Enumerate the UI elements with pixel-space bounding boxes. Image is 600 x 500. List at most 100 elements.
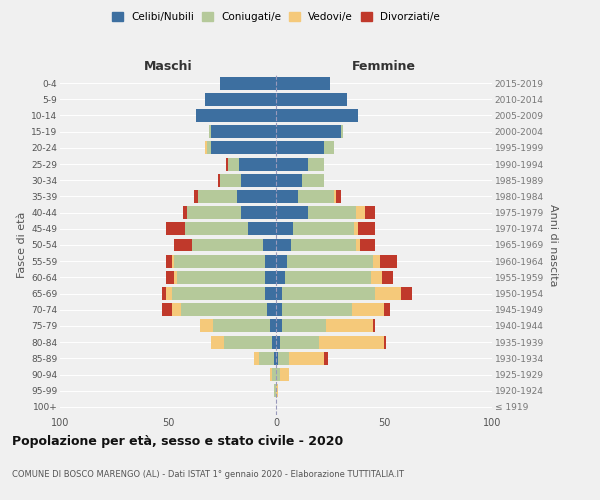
Bar: [384, 304, 391, 316]
Bar: [259, 352, 274, 365]
Bar: [276, 336, 280, 348]
Bar: [241, 206, 276, 219]
Text: Popolazione per età, sesso e stato civile - 2020: Popolazione per età, sesso e stato civil…: [12, 435, 343, 448]
Bar: [280, 336, 319, 348]
Bar: [183, 206, 187, 219]
Bar: [319, 336, 384, 348]
Bar: [200, 320, 214, 332]
Bar: [175, 254, 265, 268]
Bar: [334, 190, 337, 203]
Bar: [226, 158, 229, 170]
Bar: [272, 336, 276, 348]
Bar: [166, 222, 185, 235]
Bar: [365, 206, 376, 219]
Bar: [283, 287, 376, 300]
Bar: [373, 254, 380, 268]
Bar: [265, 254, 276, 268]
Bar: [382, 271, 392, 284]
Bar: [192, 238, 263, 252]
Bar: [337, 190, 341, 203]
Bar: [207, 142, 211, 154]
Bar: [356, 238, 360, 252]
Bar: [237, 190, 276, 203]
Bar: [276, 222, 293, 235]
Bar: [269, 320, 276, 332]
Bar: [269, 368, 272, 381]
Bar: [211, 125, 276, 138]
Bar: [280, 368, 289, 381]
Bar: [224, 336, 272, 348]
Bar: [166, 271, 175, 284]
Bar: [276, 109, 358, 122]
Bar: [283, 304, 352, 316]
Bar: [276, 254, 287, 268]
Bar: [276, 206, 308, 219]
Bar: [166, 254, 172, 268]
Bar: [401, 287, 412, 300]
Bar: [196, 109, 276, 122]
Y-axis label: Fasce di età: Fasce di età: [17, 212, 27, 278]
Bar: [376, 287, 401, 300]
Bar: [265, 271, 276, 284]
Bar: [278, 352, 289, 365]
Bar: [302, 174, 323, 186]
Bar: [384, 336, 386, 348]
Bar: [323, 352, 328, 365]
Bar: [220, 174, 241, 186]
Bar: [272, 368, 276, 381]
Bar: [287, 254, 373, 268]
Bar: [198, 190, 237, 203]
Bar: [187, 206, 241, 219]
Bar: [263, 238, 276, 252]
Bar: [276, 142, 323, 154]
Y-axis label: Anni di nascita: Anni di nascita: [548, 204, 558, 286]
Bar: [274, 384, 276, 397]
Bar: [276, 320, 283, 332]
Bar: [276, 76, 330, 90]
Text: COMUNE DI BOSCO MARENGO (AL) - Dati ISTAT 1° gennaio 2020 - Elaborazione TUTTITA: COMUNE DI BOSCO MARENGO (AL) - Dati ISTA…: [12, 470, 404, 479]
Bar: [341, 125, 343, 138]
Bar: [298, 190, 334, 203]
Bar: [276, 190, 298, 203]
Bar: [352, 304, 384, 316]
Bar: [360, 238, 376, 252]
Bar: [289, 352, 323, 365]
Bar: [254, 352, 259, 365]
Bar: [214, 320, 269, 332]
Bar: [205, 142, 207, 154]
Bar: [276, 368, 280, 381]
Bar: [276, 174, 302, 186]
Bar: [323, 142, 334, 154]
Bar: [284, 271, 371, 284]
Bar: [358, 222, 376, 235]
Bar: [248, 222, 276, 235]
Bar: [276, 352, 278, 365]
Bar: [371, 271, 382, 284]
Bar: [268, 304, 276, 316]
Bar: [276, 238, 291, 252]
Bar: [161, 287, 166, 300]
Bar: [276, 93, 347, 106]
Bar: [356, 206, 365, 219]
Legend: Celibi/Nubili, Coniugati/e, Vedovi/e, Divorziati/e: Celibi/Nubili, Coniugati/e, Vedovi/e, Di…: [110, 10, 442, 24]
Bar: [185, 222, 248, 235]
Bar: [205, 93, 276, 106]
Bar: [172, 304, 181, 316]
Bar: [161, 304, 172, 316]
Bar: [308, 158, 323, 170]
Text: Femmine: Femmine: [352, 60, 416, 74]
Bar: [326, 320, 373, 332]
Bar: [380, 254, 397, 268]
Bar: [276, 304, 283, 316]
Bar: [241, 174, 276, 186]
Bar: [276, 125, 341, 138]
Bar: [276, 384, 278, 397]
Bar: [276, 271, 284, 284]
Bar: [175, 271, 176, 284]
Text: Maschi: Maschi: [143, 60, 193, 74]
Bar: [194, 190, 198, 203]
Bar: [181, 304, 268, 316]
Bar: [283, 320, 326, 332]
Bar: [218, 174, 220, 186]
Bar: [211, 142, 276, 154]
